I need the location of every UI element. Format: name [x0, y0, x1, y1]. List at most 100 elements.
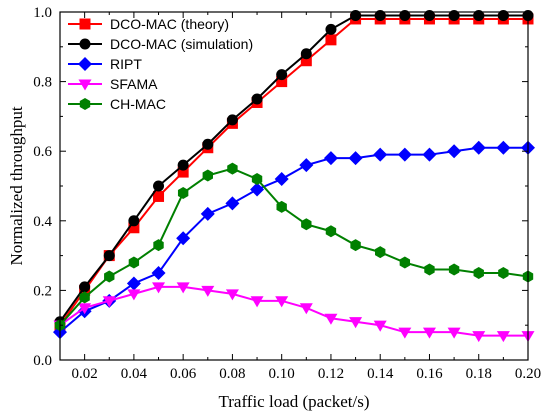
data-point — [250, 296, 264, 308]
data-point — [250, 182, 265, 197]
data-point — [177, 186, 189, 199]
data-point — [79, 281, 91, 293]
data-point — [275, 296, 289, 308]
y-tick-label: 0.8 — [33, 75, 52, 91]
data-point — [348, 151, 363, 166]
data-point — [78, 303, 92, 315]
data-point — [496, 331, 510, 343]
legend-marker — [79, 38, 91, 50]
data-point — [399, 256, 411, 269]
data-point — [225, 196, 240, 211]
data-point — [325, 225, 337, 238]
data-point — [202, 169, 213, 182]
data-point — [301, 218, 312, 231]
data-point — [447, 327, 461, 339]
data-point — [201, 285, 215, 297]
y-tick-label: 1.0 — [33, 5, 52, 21]
axes-layer: 0.02 0.04 0.06 0.08 0.10 0.12 0.14 0.16 0.18 0.20… — [33, 5, 541, 382]
data-point — [323, 151, 338, 166]
data-point — [398, 327, 412, 339]
data-point — [422, 147, 437, 162]
series-2 — [53, 140, 535, 340]
data-point — [104, 270, 115, 283]
data-point — [226, 114, 238, 126]
data-point — [274, 172, 289, 187]
data-point — [102, 296, 116, 308]
data-point — [200, 206, 215, 221]
data-point — [349, 317, 363, 329]
series-4 — [54, 162, 534, 332]
x-tick-label: 0.10 — [269, 366, 295, 382]
data-point — [153, 239, 164, 252]
data-point — [422, 327, 436, 339]
data-point — [153, 180, 165, 192]
data-point — [473, 267, 484, 279]
x-tick-label: 0.04 — [121, 366, 148, 382]
data-point — [350, 239, 361, 252]
data-point — [300, 48, 312, 60]
x-tick-label: 0.18 — [466, 366, 492, 382]
data-point — [324, 313, 338, 325]
data-point — [177, 166, 189, 178]
data-point — [177, 159, 189, 171]
legend-entry: DCO-MAC (theory) — [68, 16, 229, 32]
data-point — [79, 291, 90, 304]
data-point — [447, 144, 462, 159]
data-point — [424, 263, 435, 276]
data-point — [375, 246, 386, 259]
legend-label: SFAMA — [110, 76, 158, 92]
legend-marker — [79, 98, 91, 110]
data-point — [225, 289, 239, 301]
data-point — [471, 140, 486, 155]
y-tick-label: 0.2 — [33, 283, 52, 299]
x-axis-title: Traffic load (packet/s) — [218, 392, 369, 411]
data-point — [399, 9, 411, 21]
x-tick-label: 0.08 — [219, 366, 245, 382]
data-point — [128, 215, 140, 227]
legend-label: DCO-MAC (theory) — [110, 16, 229, 32]
data-point — [350, 9, 362, 21]
y-tick-label: 0.0 — [33, 353, 52, 369]
data-point — [153, 190, 165, 202]
x-tick-label: 0.14 — [367, 366, 394, 382]
data-point — [397, 147, 412, 162]
x-tick-label: 0.12 — [318, 366, 344, 382]
data-point — [325, 23, 337, 35]
legend-entry: DCO-MAC (simulation) — [68, 36, 253, 52]
legend-entry: SFAMA — [68, 76, 158, 92]
data-point — [497, 9, 509, 21]
x-tick-label: 0.06 — [170, 366, 197, 382]
series-1 — [54, 9, 534, 328]
legend: DCO-MAC (theory) DCO-MAC (simulation) RIPT… — [68, 16, 253, 112]
x-tick-label: 0.20 — [515, 366, 541, 382]
data-point — [152, 282, 166, 294]
data-point — [373, 320, 387, 332]
data-point — [128, 256, 140, 269]
data-point — [299, 158, 314, 173]
legend-entry: RIPT — [68, 56, 142, 72]
data-point — [251, 173, 263, 186]
data-point — [128, 222, 140, 234]
y-tick-label: 0.4 — [33, 214, 52, 230]
data-point — [202, 138, 214, 150]
data-point — [251, 93, 263, 105]
legend-marker — [78, 79, 92, 91]
x-tick-label: 0.02 — [72, 366, 98, 382]
data-point — [276, 200, 287, 213]
series-3 — [53, 282, 535, 343]
legend-entry: CH-MAC — [68, 96, 166, 112]
data-point — [176, 282, 190, 294]
data-point — [176, 231, 191, 246]
data-point — [448, 263, 460, 276]
data-point — [325, 34, 337, 46]
data-point — [126, 276, 141, 291]
data-point — [300, 55, 312, 67]
data-point — [299, 303, 313, 315]
legend-label: RIPT — [110, 56, 142, 72]
legend-marker — [79, 18, 91, 30]
legend-label: CH-MAC — [110, 96, 166, 112]
y-axis-title: Normalized throughput — [7, 106, 26, 265]
data-point — [373, 147, 388, 162]
legend-label: DCO-MAC (simulation) — [110, 36, 253, 52]
data-point — [496, 140, 511, 155]
